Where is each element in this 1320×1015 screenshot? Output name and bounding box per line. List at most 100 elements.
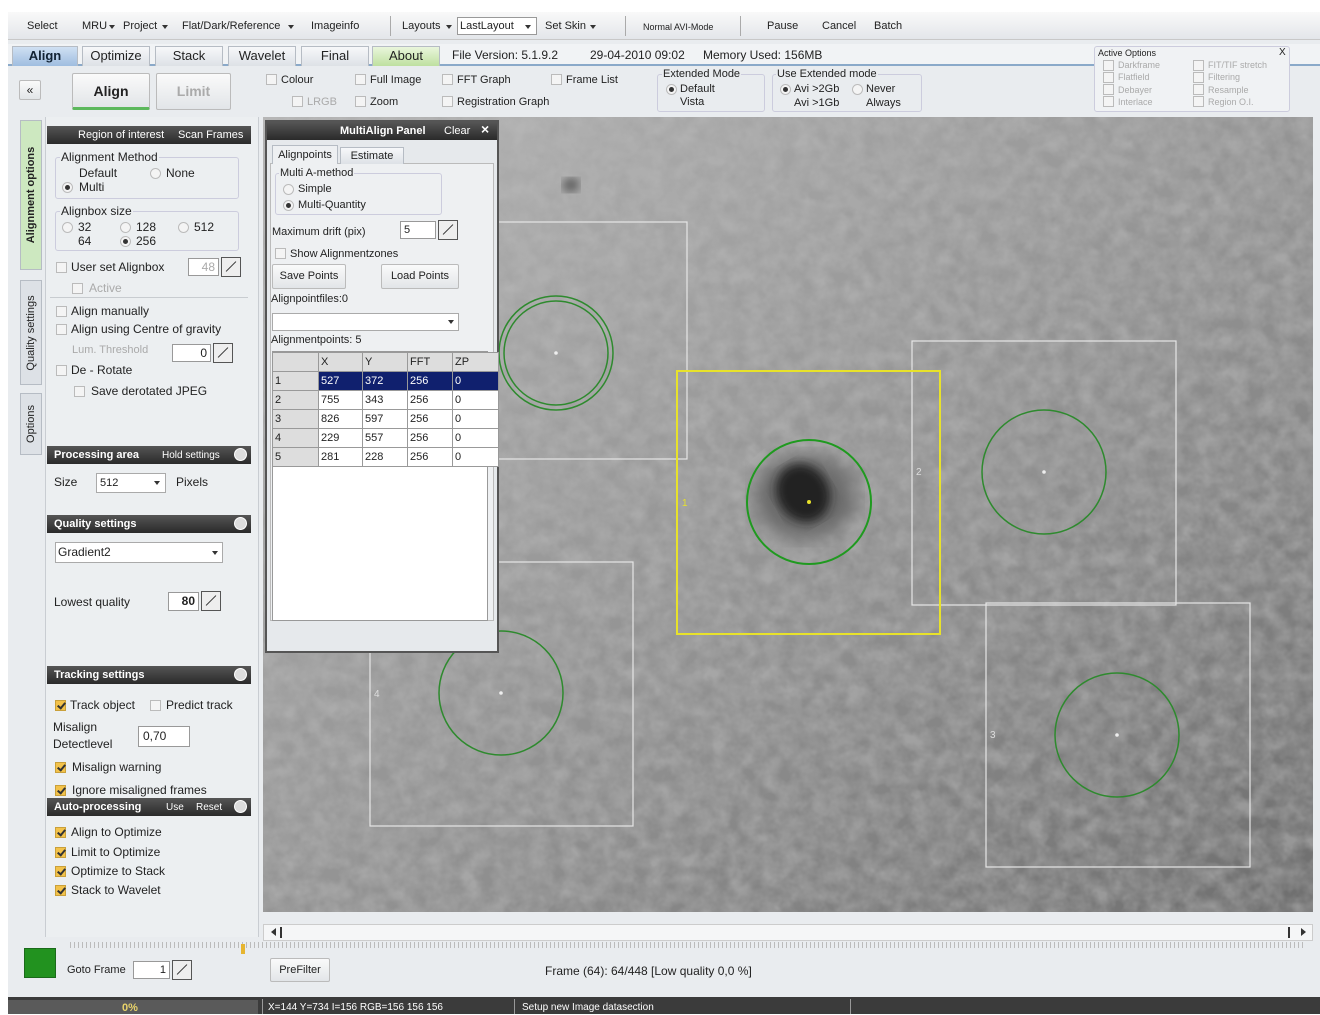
checkbox[interactable] — [1193, 96, 1204, 107]
tab[interactable]: Wavelet — [228, 46, 296, 66]
checkbox[interactable] — [551, 74, 562, 85]
tab[interactable]: Estimate — [340, 147, 404, 164]
radio[interactable] — [852, 84, 863, 95]
align-button[interactable]: Align — [72, 73, 150, 110]
menu-item[interactable]: MRU — [82, 20, 108, 32]
radio[interactable] — [150, 168, 161, 179]
table-row[interactable]: 1 527 372 256 0 — [272, 371, 499, 391]
menu-item[interactable]: Project — [123, 20, 158, 32]
lowest-input[interactable]: 80 — [168, 592, 199, 611]
menu-item[interactable]: Imageinfo — [311, 20, 360, 32]
checkbox[interactable] — [74, 386, 85, 397]
checkbox[interactable] — [55, 785, 66, 796]
size-combo[interactable] — [96, 473, 166, 493]
menu-item[interactable]: Select — [27, 20, 58, 32]
section-option[interactable]: Reset — [196, 802, 223, 813]
checkbox[interactable] — [55, 762, 66, 773]
scrollbar[interactable] — [263, 924, 1313, 941]
radio[interactable] — [62, 182, 73, 193]
limit-button[interactable]: Limit — [156, 73, 231, 110]
checkbox[interactable] — [1103, 84, 1114, 95]
checkbox[interactable] — [56, 365, 67, 376]
table-row[interactable]: 2 755 343 256 0 — [272, 390, 499, 410]
menu-item[interactable]: Layouts — [402, 20, 441, 32]
section-option[interactable]: Hold settings — [162, 450, 220, 461]
radio[interactable] — [62, 222, 73, 233]
checkbox[interactable] — [1193, 72, 1204, 83]
checkbox[interactable] — [56, 306, 67, 317]
checkbox[interactable] — [55, 885, 66, 896]
radio[interactable] — [178, 222, 189, 233]
close-button[interactable]: × — [481, 121, 490, 137]
spin-button[interactable] — [221, 257, 241, 277]
tab[interactable]: Align — [12, 46, 78, 66]
side-tab[interactable]: Alignment options — [20, 120, 42, 270]
checkbox[interactable] — [355, 96, 366, 107]
table-row[interactable]: 5 281 228 256 0 — [272, 447, 499, 467]
checkbox[interactable] — [442, 96, 453, 107]
quality-combo[interactable] — [55, 542, 223, 563]
prefilter-button[interactable]: PreFilter — [270, 958, 330, 982]
checkbox[interactable] — [1103, 72, 1114, 83]
checkbox[interactable] — [266, 74, 277, 85]
scroll-thumb[interactable] — [280, 927, 282, 938]
checkbox[interactable] — [355, 74, 366, 85]
checkbox[interactable] — [442, 74, 453, 85]
tab[interactable]: Final — [301, 46, 369, 66]
frame-slider[interactable] — [70, 942, 1305, 948]
checkbox[interactable] — [150, 700, 161, 711]
menu-item[interactable]: Cancel — [822, 20, 857, 32]
threshold-input[interactable]: 0 — [172, 344, 211, 362]
layout-combo[interactable] — [457, 17, 537, 35]
save-points-button[interactable]: Save Points — [272, 264, 346, 289]
checkbox[interactable] — [55, 866, 66, 877]
radio[interactable] — [780, 84, 791, 95]
spin-button[interactable] — [172, 960, 192, 980]
radio[interactable] — [283, 200, 294, 211]
tab[interactable]: Alignpoints — [272, 145, 338, 164]
expand-icon[interactable] — [234, 668, 247, 681]
checkbox[interactable] — [55, 700, 66, 711]
scroll-arrow[interactable] — [271, 928, 276, 936]
checkbox[interactable] — [1103, 60, 1114, 71]
load-points-button[interactable]: Load Points — [381, 264, 459, 289]
side-tab[interactable]: Options — [20, 393, 42, 455]
side-tab[interactable]: Quality settings — [20, 280, 42, 385]
scroll-arrow[interactable] — [1301, 928, 1306, 936]
radio[interactable] — [283, 184, 294, 195]
section-option[interactable]: Use — [166, 802, 184, 813]
expand-icon[interactable] — [234, 517, 247, 530]
files-combo[interactable] — [272, 313, 459, 331]
tab[interactable]: Optimize — [82, 46, 150, 66]
checkbox[interactable] — [55, 827, 66, 838]
checkbox[interactable] — [1193, 84, 1204, 95]
checkbox[interactable] — [1193, 60, 1204, 71]
menu-item[interactable]: Flat/Dark/Reference — [182, 20, 281, 32]
radio[interactable] — [120, 222, 131, 233]
tab[interactable]: About — [372, 46, 440, 66]
collapse-button[interactable]: « — [19, 80, 41, 100]
table-row[interactable]: 4 229 557 256 0 — [272, 428, 499, 448]
checkbox[interactable] — [1103, 96, 1114, 107]
expand-icon[interactable] — [234, 448, 247, 461]
checkbox[interactable] — [55, 847, 66, 858]
slider-marker[interactable] — [241, 944, 245, 954]
menu-item[interactable]: Normal AVI-Mode — [643, 22, 714, 32]
level-input[interactable]: 0,70 — [138, 726, 190, 747]
spin-button[interactable] — [213, 343, 233, 363]
checkbox[interactable] — [72, 283, 83, 294]
menu-item[interactable]: Pause — [767, 20, 799, 32]
expand-icon[interactable] — [234, 800, 247, 813]
menu-item[interactable]: Batch — [874, 20, 903, 32]
spin-button[interactable] — [438, 220, 458, 240]
scroll-thumb[interactable] — [1288, 927, 1290, 938]
radio[interactable] — [120, 236, 131, 247]
table-row[interactable]: 3 826 597 256 0 — [272, 409, 499, 429]
goto-input[interactable]: 1 — [133, 961, 170, 979]
alignbox-input[interactable]: 48 — [188, 258, 219, 276]
spin-button[interactable] — [201, 591, 221, 611]
tab[interactable]: Stack — [155, 46, 223, 66]
checkbox[interactable] — [56, 324, 67, 335]
close-button[interactable]: X — [1279, 47, 1286, 58]
radio[interactable] — [666, 84, 677, 95]
